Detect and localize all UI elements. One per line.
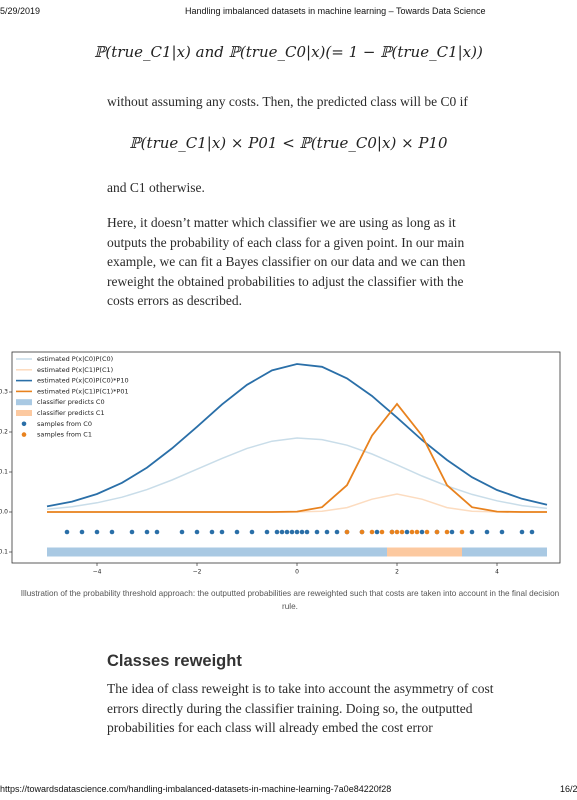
sample-point: [154, 529, 160, 535]
x-tick-label: 4: [495, 569, 499, 576]
sample-point: [374, 529, 380, 535]
text-line: costs errors as described.: [107, 293, 242, 308]
print-date: 5/29/2019: [0, 6, 41, 16]
sample-point: [109, 529, 115, 535]
text-line: outputs the probability of each class fo…: [107, 234, 465, 250]
sample-point: [314, 529, 320, 535]
page-number: 16/21: [560, 784, 577, 794]
sample-point: [419, 529, 425, 535]
x-tick-label: 0: [295, 569, 299, 576]
decision-region: [462, 547, 547, 557]
sample-point: [324, 529, 330, 535]
paragraph: Here, it doesn’t matter which classifier…: [107, 213, 465, 311]
sample-point: [94, 529, 100, 535]
legend-label: estimated P(x|C0)P(C0)*P10: [37, 377, 129, 385]
sample-point: [249, 529, 255, 535]
sample-point: [279, 529, 285, 535]
x-tick-label: −4: [93, 569, 102, 576]
figure-caption: Illustration of the probability threshol…: [20, 589, 560, 611]
sample-point: [299, 529, 305, 535]
sample-point: [399, 529, 405, 535]
paragraph: The idea of class reweight is to take in…: [107, 679, 494, 738]
sample-point: [334, 529, 340, 535]
series-line: [46, 437, 548, 510]
series-line: [46, 363, 548, 508]
formula: ℙ(true_C1|x) × P01 < ℙ(true_C0|x) × P10: [129, 134, 448, 152]
formula: ℙ(true_C1|x) and ℙ(true_C0|x)(= 1 − ℙ(tr…: [94, 43, 483, 61]
legend-label: estimated P(x|C1)P(C1)*P01: [37, 387, 129, 395]
sample-point: [79, 529, 85, 535]
sample-point: [424, 529, 430, 535]
sample-point: [394, 529, 400, 535]
y-tick-label: 0.2: [0, 429, 8, 436]
print-title: Handling imbalanced datasets in machine …: [185, 6, 486, 16]
sample-point: [404, 529, 410, 535]
text: and C1 otherwise.: [107, 180, 205, 195]
legend-key: [21, 432, 27, 437]
text-line: The idea of class reweight is to take in…: [107, 681, 494, 696]
text-line: reweight the obtained probabilities to a…: [107, 273, 464, 289]
sample-point: [379, 529, 385, 535]
y-tick-label: 0.0: [0, 509, 8, 516]
sample-point: [294, 529, 300, 535]
legend-label: samples from C0: [37, 420, 92, 428]
y-tick-label: −0.1: [0, 549, 8, 556]
sample-point: [129, 529, 135, 535]
sample-point: [274, 529, 280, 535]
x-tick-label: −2: [193, 569, 202, 576]
sample-point: [234, 529, 240, 535]
decision-region: [47, 547, 387, 557]
text-line: probabilities for each class will alread…: [107, 720, 433, 735]
sample-point: [179, 529, 185, 535]
legend-label: classifier predicts C1: [37, 409, 105, 417]
sample-point: [529, 529, 535, 535]
legend-label: estimated P(x|C1)P(C1): [37, 366, 113, 374]
sample-point: [414, 529, 420, 535]
text: without assuming any costs. Then, the pr…: [107, 94, 468, 109]
legend-key: [21, 421, 27, 427]
x-tick-label: 2: [395, 569, 399, 576]
y-tick-label: 0.1: [0, 469, 8, 476]
sample-point: [194, 529, 200, 535]
sample-point: [344, 529, 350, 535]
sample-point: [264, 529, 270, 535]
text-line: Here, it doesn’t matter which classifier…: [107, 215, 456, 230]
sample-point: [499, 529, 505, 535]
sample-point: [144, 529, 150, 535]
chart: −4 −2 0 2 4 −0.1 0.0 0.1 0.2 0.3 estimated P(x|C0)…: [0, 351, 561, 576]
sample-point: [519, 529, 525, 535]
y-tick-label: 0.3: [0, 389, 8, 396]
text-line: errors directly during the classifier tr…: [107, 700, 473, 716]
series-line: [47, 402, 547, 513]
sample-point: [409, 529, 415, 535]
plot-frame: [11, 351, 561, 564]
sample-point: [284, 529, 290, 535]
sample-point: [434, 529, 440, 535]
legend-key: [16, 399, 32, 406]
sample-point: [459, 529, 465, 535]
sample-point: [444, 529, 450, 535]
print-url: https://towardsdatascience.com/handling-…: [0, 784, 392, 794]
section-heading: Classes reweight: [107, 652, 242, 670]
sample-point: [289, 529, 295, 535]
sample-point: [449, 529, 455, 535]
legend-label: samples from C1: [37, 431, 92, 439]
sample-point: [369, 529, 375, 535]
legend-label: classifier predicts C0: [37, 398, 105, 406]
sample-point: [359, 529, 365, 535]
sample-point: [209, 529, 215, 535]
sample-point: [64, 529, 70, 535]
legend-key: [16, 410, 32, 416]
sample-point: [469, 529, 475, 535]
sample-point: [219, 529, 225, 535]
sample-point: [304, 529, 310, 535]
decision-region: [387, 547, 462, 557]
text-line: example, we can fit a Bayes classifier o…: [107, 254, 466, 269]
sample-point: [389, 529, 395, 535]
legend-label: estimated P(x|C0)P(C0): [37, 355, 113, 363]
sample-point: [484, 529, 490, 535]
